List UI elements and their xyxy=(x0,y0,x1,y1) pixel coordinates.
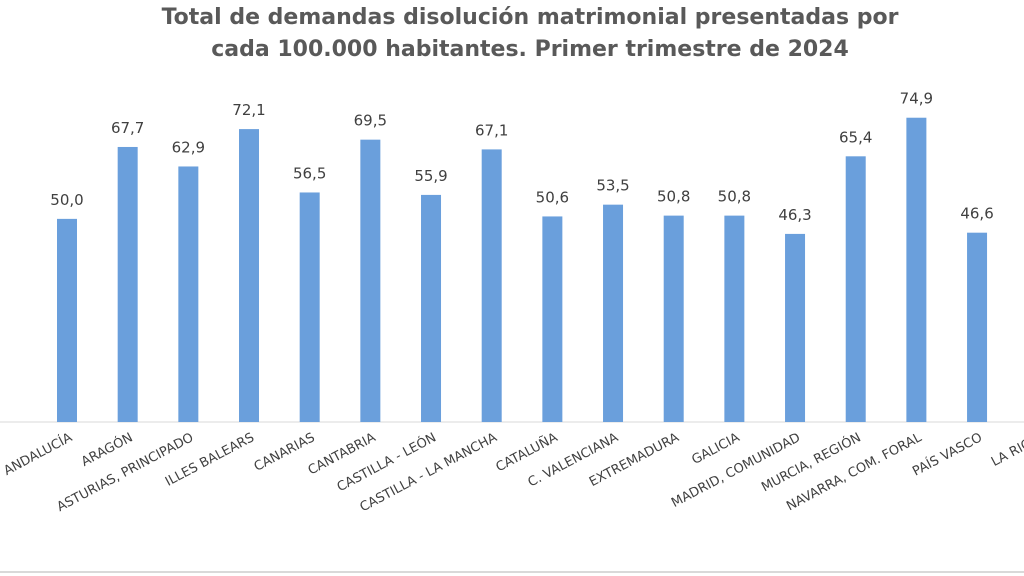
value-label: 56,5 xyxy=(293,164,326,182)
bar xyxy=(603,204,624,422)
x-tick-label: MURCIA, REGIÓN xyxy=(759,429,864,495)
value-label: 55,9 xyxy=(414,167,447,185)
x-tick-label: PAÍS VASCO xyxy=(910,429,985,479)
value-label: 67,7 xyxy=(111,119,144,137)
x-tick-label: ANDALUCÍA xyxy=(1,429,75,478)
bar xyxy=(57,218,77,422)
value-label: 50,6 xyxy=(536,188,569,206)
bar xyxy=(178,166,199,422)
value-label: 46,6 xyxy=(960,205,993,223)
bar xyxy=(542,216,563,422)
value-label: 65,4 xyxy=(839,128,872,146)
chart-title: Total de demandas disolución matrimonial… xyxy=(162,5,899,30)
bar xyxy=(906,117,927,422)
bar xyxy=(845,156,866,422)
bar xyxy=(724,215,745,422)
bar xyxy=(663,215,684,422)
x-tick-label: CASTILLA - LEÓN xyxy=(334,429,439,495)
chart-title: cada 100.000 habitantes. Primer trimestr… xyxy=(211,37,849,62)
value-label: 53,5 xyxy=(596,177,629,195)
value-label: 50,8 xyxy=(718,188,751,206)
bar xyxy=(239,129,260,422)
bar xyxy=(117,146,138,422)
bar xyxy=(421,194,442,422)
value-label: 50,0 xyxy=(50,191,83,209)
bar xyxy=(481,149,502,422)
bar xyxy=(785,233,806,422)
bar xyxy=(299,192,320,422)
value-label: 74,9 xyxy=(900,90,933,108)
x-tick-label: LA RIOJA xyxy=(989,430,1024,470)
bar xyxy=(967,232,988,422)
value-label: 62,9 xyxy=(172,138,205,156)
value-label: 67,1 xyxy=(475,121,508,139)
bar xyxy=(360,139,381,422)
value-label: 69,5 xyxy=(354,112,387,130)
value-label: 72,1 xyxy=(232,101,265,119)
value-label: 46,3 xyxy=(778,206,811,224)
value-label: 50,8 xyxy=(657,188,690,206)
